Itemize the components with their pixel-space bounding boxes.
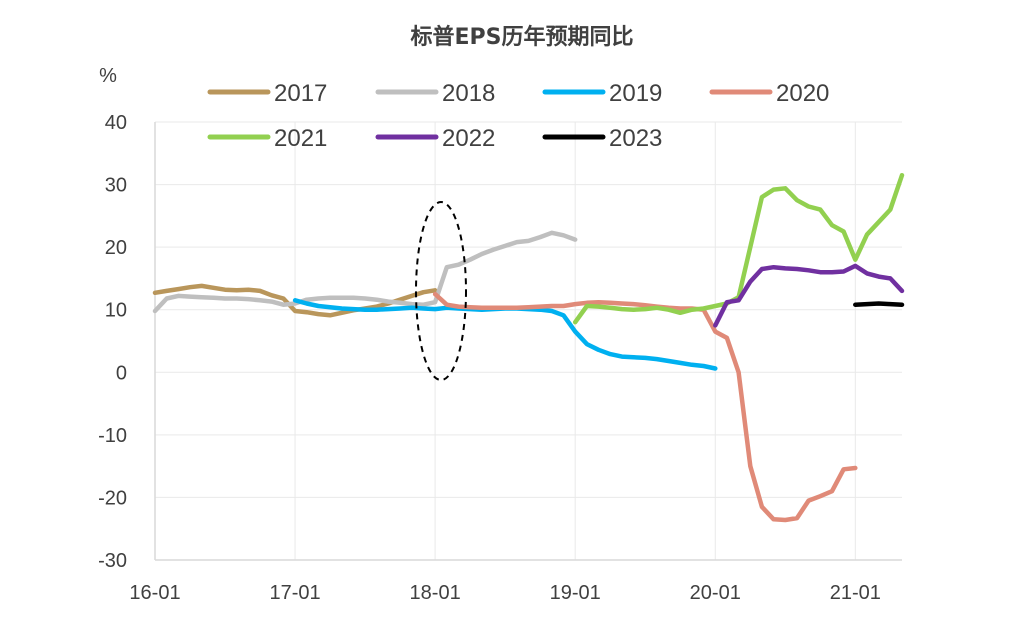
y-tick-label: 40 [105, 112, 127, 134]
dashed-ellipse-highlight [415, 201, 467, 381]
legend-label-2022: 2022 [442, 125, 495, 152]
series-line-2022 [713, 263, 905, 328]
y-tick-label: -30 [98, 550, 127, 572]
y-tick-label: 30 [105, 175, 127, 197]
series-line-2018 [152, 230, 578, 314]
legend-label-2023: 2023 [609, 125, 662, 152]
annotation [415, 201, 467, 381]
y-tick-label: -20 [98, 487, 127, 509]
x-tick-label: 16-01 [129, 582, 180, 604]
legend: 2017 2018 2019 2020 2021 2022 2023 [207, 80, 829, 152]
y-axis-unit: % [99, 65, 117, 87]
y-tick-label: -10 [98, 425, 127, 447]
series-line-2020 [432, 291, 858, 523]
series-line-2023 [853, 301, 905, 307]
x-tick-label: 17-01 [269, 582, 320, 604]
series-lines [152, 172, 905, 523]
x-tick-label: 18-01 [410, 582, 461, 604]
y-tick-label: 0 [116, 362, 127, 384]
x-tick-label: 20-01 [690, 582, 741, 604]
x-tick-label: 21-01 [830, 582, 881, 604]
gridlines [154, 121, 902, 561]
y-tick-label: 10 [105, 300, 127, 322]
y-tick-label: 20 [105, 237, 127, 259]
legend-label-2019: 2019 [609, 80, 662, 107]
legend-label-2017: 2017 [274, 80, 327, 107]
legend-label-2020: 2020 [776, 80, 829, 107]
chart-title: 标普EPS历年预期同比 [411, 24, 634, 50]
legend-label-2018: 2018 [442, 80, 495, 107]
x-tick-label: 19-01 [550, 582, 601, 604]
legend-label-2021: 2021 [274, 125, 327, 152]
